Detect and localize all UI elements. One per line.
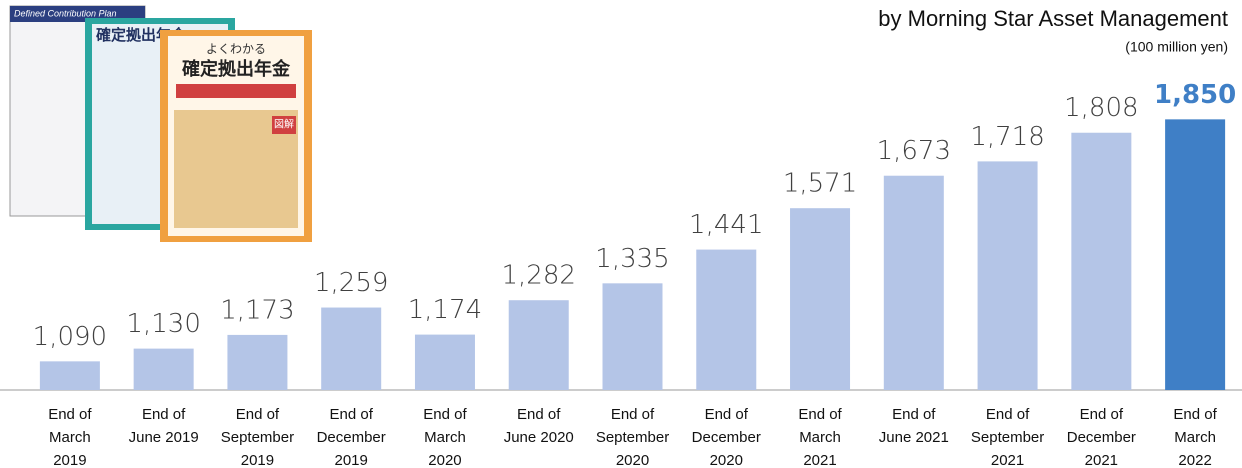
value-label: 1,441 [689, 210, 763, 240]
x-tick-line: End of [1080, 406, 1124, 423]
x-tick-line: 2020 [616, 452, 649, 468]
x-tick-line: End of [798, 406, 842, 423]
x-tick-line: 2021 [1085, 452, 1118, 468]
x-tick-line: March [424, 429, 466, 446]
value-label: 1,571 [783, 169, 857, 199]
book-stripe [176, 84, 296, 98]
x-tick-label: End of June 2019 [129, 406, 199, 446]
value-label: 1,090 [33, 322, 107, 352]
book-text: よくわかる [206, 42, 266, 56]
x-tick-line: End of [48, 406, 92, 423]
page: {"chart_data": {"type": "bar", "subtitle… [0, 0, 1242, 468]
bar [884, 176, 944, 390]
value-label: 1,130 [126, 309, 200, 339]
bar [40, 361, 100, 390]
x-tick-line: End of [892, 406, 936, 423]
x-tick-line: 2020 [428, 452, 461, 468]
x-tick-label: End of September 2021 [971, 406, 1044, 468]
x-tick-line: 2021 [803, 452, 836, 468]
x-tick-line: September [221, 429, 294, 446]
x-tick-label: End of September 2019 [221, 406, 294, 468]
x-tick-label: End of March 2019 [48, 406, 92, 468]
bar [227, 335, 287, 390]
bar [790, 208, 850, 390]
x-tick-line: June 2020 [504, 429, 574, 446]
subtitle: by Morning Star Asset Management [878, 6, 1228, 31]
x-tick-label: End of December 2020 [692, 406, 761, 468]
x-tick-line: 2019 [335, 452, 368, 468]
chart: by Morning Star Asset Management (100 mi… [0, 0, 1242, 468]
x-tick-line: March [799, 429, 841, 446]
value-label: 1,335 [595, 244, 669, 274]
x-tick-line: September [596, 429, 669, 446]
x-tick-label: End of June 2020 [504, 406, 574, 446]
bar [696, 250, 756, 390]
bar [134, 349, 194, 390]
bar [1165, 119, 1225, 390]
x-tick-label: End of December 2019 [317, 406, 386, 468]
x-tick-line: End of [986, 406, 1030, 423]
value-label: 1,282 [502, 261, 576, 291]
value-label: 1,850 [1154, 80, 1236, 110]
book-text: Defined Contribution Plan [14, 8, 117, 18]
x-tick-line: 2020 [710, 452, 743, 468]
x-tick-label: End of March 2020 [423, 406, 467, 468]
bar [321, 308, 381, 390]
x-tick-label: End of March 2021 [798, 406, 842, 468]
x-tick-line: End of [330, 406, 374, 423]
x-tick-line: 2022 [1178, 452, 1211, 468]
value-label: 1,673 [877, 136, 951, 166]
x-tick-line: December [692, 429, 761, 446]
value-label: 1,173 [220, 295, 294, 325]
x-tick-line: June 2021 [879, 429, 949, 446]
book-covers: Defined Contribution Plan 確定拠出年金 よくわかる 確… [10, 6, 312, 242]
x-tick-line: March [1174, 429, 1216, 446]
x-tick-line: December [317, 429, 386, 446]
book-text: 図解 [274, 118, 294, 131]
x-tick-line: 2019 [53, 452, 86, 468]
bar [978, 161, 1038, 390]
x-tick-label: End of June 2021 [879, 406, 949, 446]
x-tick-line: End of [517, 406, 561, 423]
x-tick-line: September [971, 429, 1044, 446]
value-label: 1,259 [314, 268, 388, 298]
x-tick-label: End of September 2020 [596, 406, 669, 468]
value-label: 1,718 [970, 122, 1044, 152]
x-tick-line: 2019 [241, 452, 274, 468]
x-tick-line: December [1067, 429, 1136, 446]
x-tick-line: End of [423, 406, 467, 423]
x-tick-label: End of December 2021 [1067, 406, 1136, 468]
x-tick-line: End of [705, 406, 749, 423]
x-tick-line: End of [611, 406, 655, 423]
bar [509, 300, 569, 390]
x-tick-line: End of [236, 406, 280, 423]
x-tick-line: End of [142, 406, 186, 423]
book-text: 確定拠出年金 [182, 58, 291, 79]
x-tick-label: End of March 2022 [1173, 406, 1217, 468]
x-tick-line: End of [1173, 406, 1217, 423]
value-label: 1,808 [1064, 93, 1138, 123]
bar [415, 335, 475, 390]
x-tick-line: June 2019 [129, 429, 199, 446]
x-tick-line: March [49, 429, 91, 446]
bar [603, 283, 663, 390]
x-tick-line: 2021 [991, 452, 1024, 468]
value-label: 1,174 [408, 295, 482, 325]
bar [1071, 133, 1131, 390]
unit-label: (100 million yen) [1125, 39, 1228, 55]
